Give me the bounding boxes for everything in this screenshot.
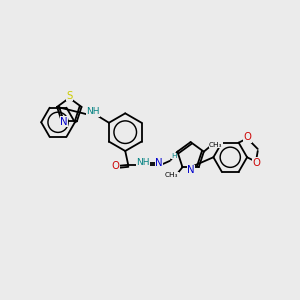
Text: N: N: [155, 158, 163, 168]
Text: CH₃: CH₃: [165, 172, 178, 178]
Text: NH: NH: [136, 158, 150, 167]
Text: NH: NH: [86, 107, 100, 116]
Text: N: N: [60, 117, 68, 127]
Text: O: O: [111, 161, 119, 171]
Text: N: N: [187, 165, 194, 175]
Text: H: H: [172, 153, 177, 159]
Text: O: O: [244, 132, 252, 142]
Text: CH₃: CH₃: [209, 142, 223, 148]
Text: S: S: [66, 91, 73, 100]
Text: O: O: [252, 158, 260, 168]
